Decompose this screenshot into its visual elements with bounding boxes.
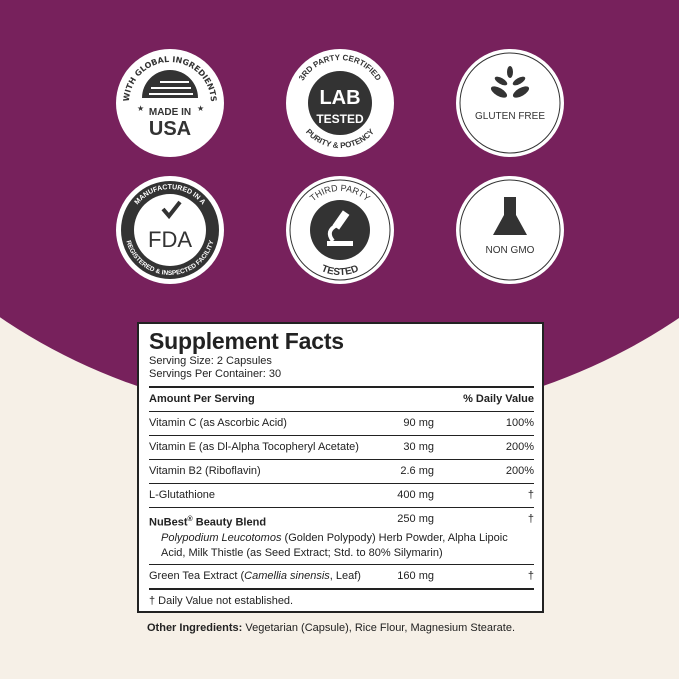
svg-text:★: ★ [137, 104, 144, 113]
footnote-text: † Daily Value not established. [149, 594, 294, 607]
lab-tested-badge: 3RD PARTY CERTIFIED PURITY & POTENCY LAB… [286, 49, 394, 157]
nutrient-dv: 200% [505, 465, 534, 477]
table-row: L-Glutathione 400 mg † [149, 483, 534, 507]
header-amount: Amount Per Serving [149, 393, 255, 405]
badge-text: MADE IN [149, 107, 191, 118]
table-row: Vitamin C (as Ascorbic Acid) 90 mg 100% [149, 411, 534, 435]
nutrient-name: Vitamin B2 (Riboflavin) [149, 465, 261, 477]
nutrient-name: L-Glutathione [149, 489, 216, 501]
made-in-usa-badge: WITH GLOBAL INGREDIENTS MADE IN USA ★ ★ [116, 49, 224, 157]
nutrient-amount: 160 mg [397, 569, 434, 582]
badge-text: TESTED [316, 112, 364, 126]
svg-text:TESTED: TESTED [320, 263, 360, 278]
serving-size: Serving Size: 2 Capsules [149, 355, 272, 367]
badge-arc-text: TESTED [320, 263, 360, 278]
nutrient-name: Vitamin C (as Ascorbic Acid) [149, 417, 287, 429]
nutrient-amount: 30 mg [403, 441, 434, 453]
blend-italic: Polypodium Leucotomos [161, 531, 282, 544]
nutrient-amount: 400 mg [397, 489, 434, 501]
table-row: NuBest® Beauty Blend 250 mg † [149, 507, 534, 535]
other-ingredients: Other Ingredients: Vegetarian (Capsule),… [147, 622, 515, 634]
checkmark-icon [161, 200, 182, 220]
nutrient-name: Green Tea Extract ( [149, 569, 245, 582]
badge-text: GLUTEN FREE [475, 111, 545, 122]
nutrient-dv: † [527, 489, 534, 501]
gluten-free-badge: GLUTEN FREE [456, 49, 564, 157]
blend-ingredients: Polypodium Leucotomos (Golden Polypody) … [149, 531, 534, 564]
wheat-icon [490, 66, 530, 98]
nutrient-name-italic: Camellia sinensis [244, 569, 330, 582]
facts-title: Supplement Facts [149, 328, 344, 354]
other-ingredients-text: Vegetarian (Capsule), Rice Flour, Magnes… [242, 622, 516, 634]
facts-header-row: Amount Per Serving % Daily Value [149, 386, 534, 411]
nutrient-amount: 250 mg [397, 513, 434, 525]
flask-icon [493, 197, 527, 235]
supplement-facts-panel: Supplement Facts Serving Size: 2 Capsule… [137, 322, 544, 613]
nutrient-dv: † [527, 569, 534, 582]
badge-text: USA [149, 118, 191, 140]
badge-text: FDA [148, 227, 192, 252]
nutrient-name: Vitamin E (as Dl-Alpha Tocopheryl Acetat… [149, 441, 359, 453]
microscope-icon [327, 210, 353, 246]
us-flag-icon [142, 70, 198, 98]
registered-mark: ® [187, 516, 193, 523]
table-row: Green Tea Extract (Camellia sinensis, Le… [149, 563, 534, 588]
nutrient-name: NuBest [149, 516, 188, 529]
table-row: Vitamin E (as Dl-Alpha Tocopheryl Acetat… [149, 435, 534, 459]
nutrient-name: , Leaf) [329, 569, 361, 582]
third-party-tested-badge: THIRD PARTY TESTED [286, 176, 394, 284]
badge-text: LAB [319, 87, 360, 109]
nutrient-dv: † [527, 513, 534, 525]
blend-text: (Golden Polypody) Herb Powder, Alpha Lip… [161, 531, 508, 559]
other-ingredients-label: Other Ingredients: [147, 622, 243, 634]
nutrient-dv: 200% [505, 441, 534, 453]
table-row: Vitamin B2 (Riboflavin) 2.6 mg 200% [149, 459, 534, 483]
footnote: † Daily Value not established. [149, 587, 534, 613]
nutrient-amount: 2.6 mg [400, 465, 434, 477]
svg-text:★: ★ [197, 104, 204, 113]
badge-text: NON GMO [486, 245, 535, 256]
non-gmo-badge: NON GMO [456, 176, 564, 284]
servings-per-container: Servings Per Container: 30 [149, 368, 282, 380]
header-daily-value: % Daily Value [463, 393, 534, 405]
nutrient-name: Beauty Blend [192, 516, 267, 529]
nutrient-dv: 100% [505, 417, 534, 429]
fda-badge: MANUFACTURED IN A REGISTERED & INSPECTED… [116, 176, 224, 284]
nutrient-amount: 90 mg [403, 417, 434, 429]
